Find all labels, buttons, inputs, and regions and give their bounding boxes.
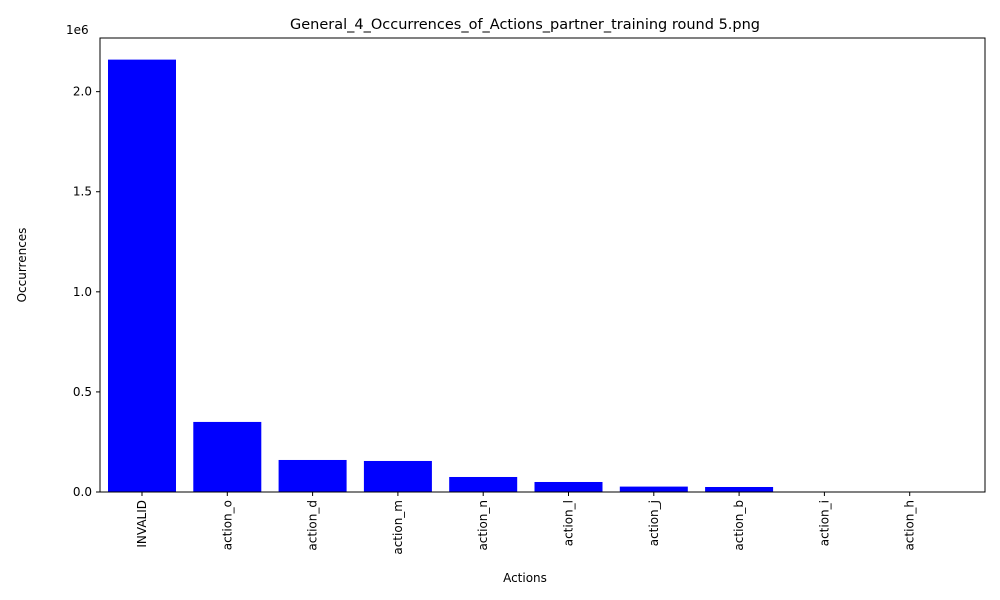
chart-title: General_4_Occurrences_of_Actions_partner… xyxy=(290,17,760,33)
x-tick-label: action_o xyxy=(220,500,234,550)
x-tick-label: action_h xyxy=(903,500,917,551)
y-tick-label: 1.0 xyxy=(73,285,92,299)
x-tick-label: action_d xyxy=(306,500,320,551)
axes-frame xyxy=(99,37,986,493)
bars-group xyxy=(108,59,944,492)
x-ticks-group: INVALID action_o action_d action_m action_n a… xyxy=(135,492,917,555)
y-tick-label: 2.0 xyxy=(73,85,92,99)
x-tick-label: action_l xyxy=(562,500,576,546)
bar-action_m xyxy=(363,460,432,492)
y-axis-offset-label: 1e6 xyxy=(66,23,89,37)
bar-action_d xyxy=(278,459,347,492)
bar-action_o xyxy=(193,421,262,492)
x-tick-label: action_b xyxy=(732,500,746,551)
bar-action_j xyxy=(619,486,688,492)
x-tick-label: action_i xyxy=(817,500,831,546)
y-axis-label: Occurrences xyxy=(15,228,29,303)
bar-action_n xyxy=(449,476,518,492)
x-axis-label: Actions xyxy=(503,571,547,585)
y-tick-label: 0.5 xyxy=(73,385,92,399)
y-tick-label: 0.0 xyxy=(73,485,92,499)
y-ticks-group: 0.0 0.5 1.0 1.5 2.0 xyxy=(73,85,100,499)
bar-action_b xyxy=(705,486,774,492)
bar-action_l xyxy=(534,481,603,492)
x-tick-label: INVALID xyxy=(135,500,149,548)
y-tick-label: 1.5 xyxy=(73,185,92,199)
x-tick-label: action_m xyxy=(391,500,405,555)
bar-invalid xyxy=(108,59,176,492)
x-tick-label: action_n xyxy=(476,500,490,551)
x-tick-label: action_j xyxy=(647,500,661,546)
